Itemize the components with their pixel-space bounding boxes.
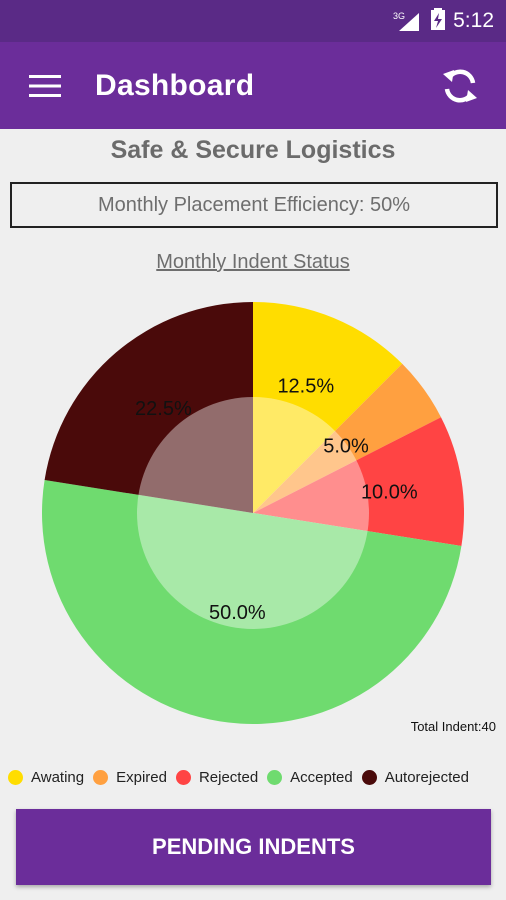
status-bar: 3G 5:12	[0, 0, 506, 42]
legend-dot-icon	[267, 769, 283, 785]
pie-chart-svg: 12.5% 5.0% 10.0% 50.0% 22.5%	[41, 302, 465, 724]
legend-item-autorejected: Autorejected	[361, 768, 469, 786]
pie-slice-accepted[interactable]	[41, 479, 462, 724]
legend-label: Expired	[116, 768, 167, 786]
efficiency-box: Monthly Placement Efficiency: 50%	[10, 182, 498, 228]
legend-item-accepted: Accepted	[267, 769, 353, 786]
legend-label: Autorejected	[384, 768, 469, 786]
pie-label-accepted: 50.0%	[209, 602, 266, 624]
pie-center-hole	[137, 397, 369, 629]
legend-dot-icon	[361, 769, 377, 785]
app-bar: Dashboard	[0, 42, 506, 129]
legend-label: Rejected	[198, 768, 259, 786]
legend-label: Accepted	[290, 768, 353, 786]
app-title: Dashboard	[95, 68, 255, 102]
pie-slice-rejected[interactable]	[253, 417, 465, 547]
indent-status-title: Monthly Indent Status	[156, 251, 350, 273]
legend-item-awating: Awating	[8, 769, 84, 786]
chart-legend: Awating Expired Rejected Accepted Autoreject…	[8, 766, 502, 788]
company-name: Safe & Secure Logistics	[110, 136, 396, 164]
efficiency-text: Monthly Placement Efficiency: 50%	[97, 193, 410, 216]
indent-pie-chart: 12.5% 5.0% 10.0% 50.0% 22.5%	[0, 290, 506, 750]
pie-label-expired: 5.0%	[323, 435, 369, 457]
pie-label-awating: 12.5%	[277, 376, 334, 398]
legend-item-expired: Expired	[93, 769, 167, 786]
refresh-icon[interactable]	[430, 56, 490, 116]
hamburger-menu-icon[interactable]	[15, 56, 75, 116]
network-type-label: 3G	[393, 11, 405, 21]
pie-label-autorejected: 22.5%	[135, 398, 192, 420]
legend-label: Awating	[31, 768, 85, 786]
legend-dot-icon	[175, 769, 191, 785]
pie-label-rejected: 10.0%	[361, 481, 418, 503]
signal-icon: 3G	[393, 10, 423, 32]
pie-slice-autorejected[interactable]	[44, 302, 253, 513]
legend-item-rejected: Rejected	[175, 768, 259, 786]
battery-icon	[431, 7, 446, 35]
total-indent-label: Total Indent:40	[410, 719, 496, 734]
pending-indents-button[interactable]: PENDING INDENTS	[16, 809, 491, 885]
legend-dot-icon	[93, 769, 109, 785]
legend-dot-icon	[8, 769, 23, 785]
pie-slice-awating[interactable]	[253, 302, 403, 513]
clock: 5:12	[453, 9, 494, 32]
pie-slice-expired[interactable]	[253, 363, 442, 513]
